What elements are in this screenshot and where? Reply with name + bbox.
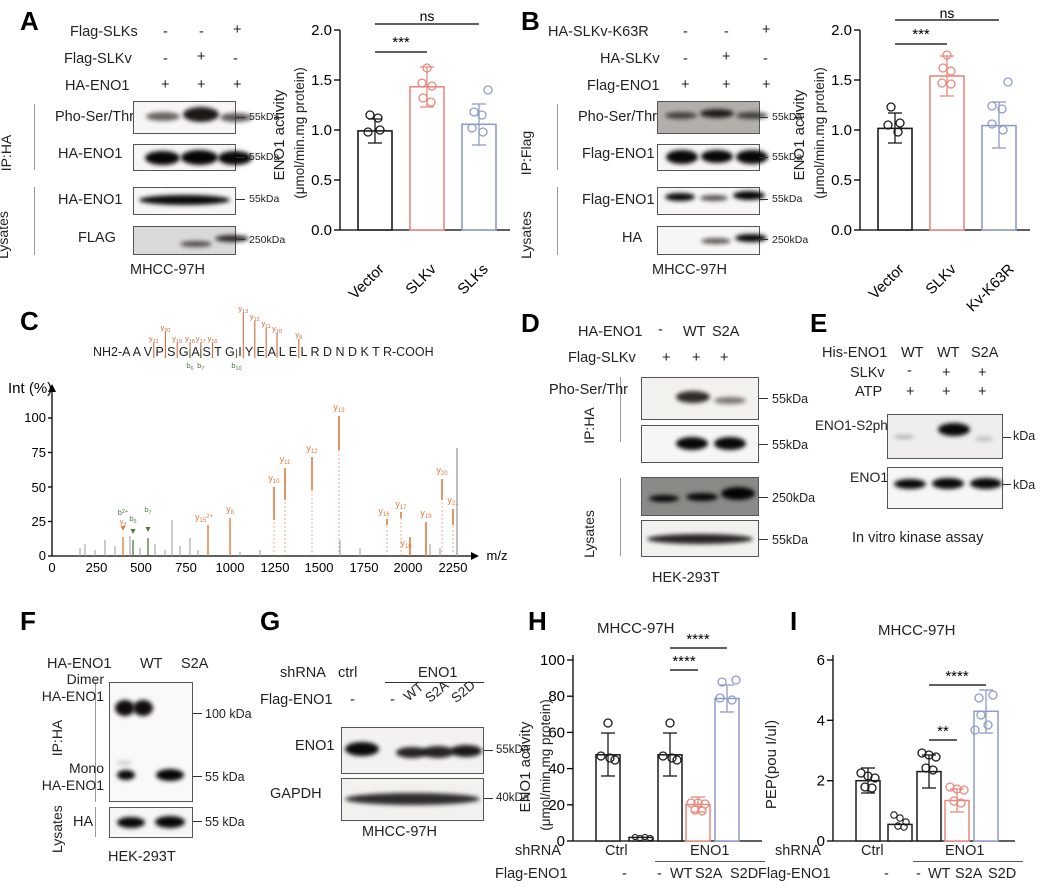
svg-text:250: 250	[86, 560, 108, 575]
svg-text:SLKs: SLKs	[454, 261, 491, 298]
svg-text:y11: y11	[261, 319, 270, 330]
svg-text:y10: y10	[272, 324, 282, 335]
svg-text:100: 100	[24, 410, 46, 425]
svg-text:m/z: m/z	[487, 548, 508, 563]
svg-text:Vector: Vector	[866, 261, 908, 303]
svg-text:1500: 1500	[305, 560, 334, 575]
svg-text:2.0: 2.0	[831, 22, 852, 39]
svg-text:y19: y19	[172, 334, 182, 345]
svg-text:y18: y18	[185, 334, 195, 345]
svg-text:2: 2	[817, 773, 825, 790]
svg-text:1.5: 1.5	[831, 72, 852, 89]
svg-text:500: 500	[130, 560, 152, 575]
svg-text:50: 50	[32, 480, 46, 495]
svg-text:ns: ns	[420, 8, 435, 24]
svg-text:y19: y19	[420, 508, 432, 520]
svg-text:Int (%): Int (%)	[8, 380, 52, 397]
svg-text:0: 0	[39, 548, 46, 563]
svg-text:***: ***	[912, 26, 930, 43]
svg-text:1750: 1750	[350, 560, 379, 575]
svg-text:1.0: 1.0	[831, 122, 852, 139]
svg-text:y17: y17	[395, 499, 407, 511]
svg-text:b7: b7	[197, 361, 204, 372]
svg-text:b2+: b2+	[118, 508, 128, 517]
svg-text:SLKv: SLKv	[402, 260, 440, 298]
svg-text:y20: y20	[160, 323, 170, 334]
svg-text:y17: y17	[196, 334, 206, 345]
svg-text:b6: b6	[129, 514, 136, 525]
svg-text:ns: ns	[940, 5, 955, 21]
svg-text:y10: y10	[268, 473, 280, 485]
svg-text:y12: y12	[306, 443, 318, 455]
svg-text:**: **	[937, 723, 949, 740]
svg-text:y11: y11	[280, 454, 291, 466]
svg-text:0.5: 0.5	[831, 172, 852, 189]
svg-text:100: 100	[540, 652, 565, 669]
svg-text:y16: y16	[378, 506, 390, 518]
svg-text:y152+: y152+	[195, 512, 214, 524]
svg-text:y20: y20	[436, 465, 448, 477]
svg-text:750: 750	[175, 560, 197, 575]
svg-text:y12: y12	[250, 312, 260, 323]
svg-text:0.0: 0.0	[311, 222, 332, 239]
svg-text:y21: y21	[149, 334, 159, 345]
svg-text:SLKv: SLKv	[922, 260, 960, 298]
svg-text:y8: y8	[295, 330, 302, 341]
svg-text:Kv-K63R: Kv-K63R	[963, 261, 1018, 316]
svg-text:b7: b7	[144, 505, 151, 516]
svg-text:1000: 1000	[216, 560, 245, 575]
svg-text:0.5: 0.5	[311, 172, 332, 189]
svg-text:****: ****	[672, 653, 696, 670]
svg-text:b10: b10	[231, 361, 241, 372]
svg-text:y8: y8	[226, 504, 235, 516]
svg-text:75: 75	[32, 445, 46, 460]
svg-text:2000: 2000	[394, 560, 423, 575]
svg-text:4: 4	[817, 712, 825, 729]
svg-text:25: 25	[32, 514, 46, 529]
svg-text:6: 6	[817, 652, 825, 669]
svg-text:y13: y13	[333, 402, 345, 414]
svg-text:2.0: 2.0	[311, 22, 332, 39]
svg-text:****: ****	[686, 631, 710, 648]
svg-text:0: 0	[48, 560, 55, 575]
svg-text:y13: y13	[238, 304, 248, 315]
svg-text:1.5: 1.5	[311, 72, 332, 89]
svg-text:0.0: 0.0	[831, 222, 852, 239]
svg-text:2250: 2250	[439, 560, 468, 575]
svg-text:****: ****	[945, 668, 969, 685]
svg-text:1.0: 1.0	[311, 122, 332, 139]
svg-text:y16: y16	[208, 334, 218, 345]
svg-text:Vector: Vector	[346, 261, 388, 303]
svg-text:1250: 1250	[261, 560, 290, 575]
svg-text:b6: b6	[186, 361, 193, 372]
svg-text:***: ***	[392, 34, 410, 51]
